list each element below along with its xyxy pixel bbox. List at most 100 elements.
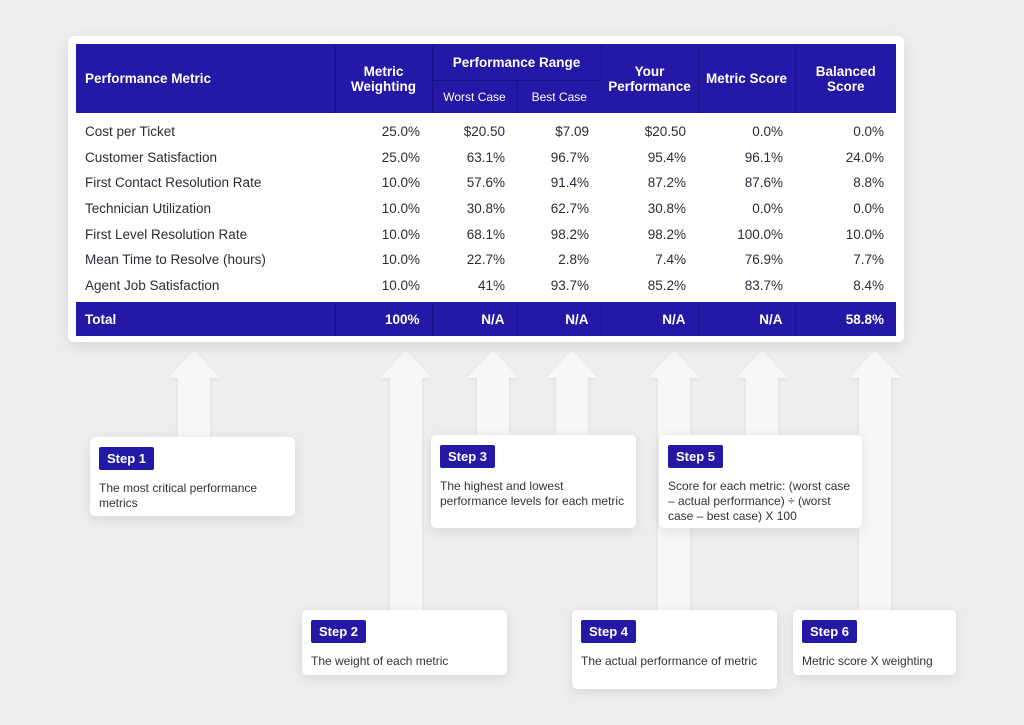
cell-your-performance: 7.4% [655,252,686,268]
total-best: N/A [517,302,602,337]
cell-metric-score: 83.7% [744,277,783,293]
header-worst-case: Worst Case [432,80,518,113]
score-table-card: Performance Metric Metric Weighting Perf… [68,36,904,342]
arrow-step-1 [168,350,220,437]
header-metric-score: Metric Score [698,44,796,113]
cell-balanced-score: 8.4% [853,277,884,293]
cell-worst-case: 68.1% [466,226,505,242]
step-4-box: Step 4 The actual performance of metric [572,610,777,689]
total-score: N/A [698,302,796,337]
cell-best-case: 98.2% [550,226,589,242]
step-3-box: Step 3 The highest and lowest performanc… [431,435,636,528]
cell-your-performance: 95.4% [647,149,686,165]
table-row: Cost per Ticket 25.0% $20.50 $7.09 $20.50 0.0… [76,113,896,145]
step-4-text: The actual performance of metric [581,654,758,668]
cell-worst-case: 22.7% [466,252,505,268]
cell-weighting: 25.0% [381,149,420,165]
table-row: Customer Satisfaction 25.0% 63.1% 96.7% 95.4… [76,145,896,171]
cell-metric-score: 0.0% [752,201,783,217]
step-5-badge: Step 5 [668,445,724,468]
header-performance-range: Performance Range [432,44,602,81]
step-3-badge: Step 3 [440,445,496,468]
cell-best-case: $7.09 [555,124,589,140]
cell-balanced-score: 8.8% [853,175,884,191]
cell-balanced-score: 0.0% [853,201,884,217]
header-performance-metric: Performance Metric [76,44,336,113]
performance-table: Performance Metric Metric Weighting Perf… [76,44,896,337]
cell-worst-case: 30.8% [466,201,505,217]
table-row: First Level Resolution Rate 10.0% 68.1% 98.… [76,221,896,247]
cell-worst-case: 63.1% [466,149,505,165]
step-6-badge: Step 6 [802,620,858,643]
cell-metric-score: 0.0% [752,124,783,140]
step-6-box: Step 6 Metric score X weighting [793,610,956,675]
step-1-text: The most critical performance metrics [99,481,258,510]
step-5-box: Step 5 Score for each metric: (worst cas… [659,435,862,528]
cell-worst-case: 41% [477,277,505,293]
table-row: Technician Utilization 10.0% 30.8% 62.7% 30.… [76,196,896,222]
cell-weighting: 10.0% [381,201,420,217]
step-3-text: The highest and lowest performance level… [440,479,625,508]
arrow-step-3b [546,350,598,435]
total-row: Total 100% N/A N/A N/A N/A 58.8% [76,302,896,337]
cell-best-case: 91.4% [550,175,589,191]
cell-weighting: 10.0% [381,277,420,293]
cell-best-case: 93.7% [550,277,589,293]
header-best-case: Best Case [517,80,601,113]
cell-worst-case: 57.6% [466,175,505,191]
cell-best-case: 2.8% [558,252,589,268]
cell-balanced-score: 0.0% [853,124,884,140]
step-2-badge: Step 2 [311,620,367,643]
total-worst: N/A [432,302,518,337]
cell-metric-name: Customer Satisfaction [85,149,218,165]
total-weighting: 100% [335,302,433,337]
table-row: Mean Time to Resolve (hours) 10.0% 22.7% 2.… [76,247,896,273]
cell-your-performance: 85.2% [647,277,686,293]
cell-your-performance: 98.2% [647,226,686,242]
total-balanced: 58.8% [795,302,896,337]
total-label: Total [76,302,336,337]
cell-your-performance: $20.50 [644,124,686,140]
cell-metric-name: Cost per Ticket [85,124,176,140]
arrow-step-6 [849,350,901,610]
cell-best-case: 62.7% [550,201,589,217]
cell-your-performance: 30.8% [647,201,686,217]
header-your-performance: Your Performance [601,44,699,113]
cell-metric-name: Technician Utilization [85,201,212,217]
cell-weighting: 10.0% [381,226,420,242]
cell-balanced-score: 7.7% [853,252,884,268]
cell-balanced-score: 10.0% [845,226,884,242]
table-row: First Contact Resolution Rate 10.0% 57.6% 9… [76,170,896,196]
arrow-step-2 [380,350,432,610]
cell-your-performance: 87.2% [647,175,686,191]
arrow-step-3a [467,350,519,435]
cell-metric-name: First Contact Resolution Rate [85,175,262,191]
cell-best-case: 96.7% [550,149,589,165]
cell-metric-score: 87.6% [744,175,783,191]
cell-metric-score: 96.1% [744,149,783,165]
cell-metric-name: Mean Time to Resolve (hours) [85,252,266,268]
cell-metric-score: 76.9% [744,252,783,268]
header-metric-weighting: Metric Weighting [335,44,433,113]
cell-metric-score: 100.0% [737,226,783,242]
cell-weighting: 10.0% [381,252,420,268]
step-1-box: Step 1 The most critical performance met… [90,437,295,516]
table-row: Agent Job Satisfaction 10.0% 41% 93.7% 85.2%… [76,273,896,303]
table-body: Cost per Ticket 25.0% $20.50 $7.09 $20.50 0.0… [76,113,896,302]
step-2-box: Step 2 The weight of each metric [302,610,507,675]
cell-weighting: 25.0% [381,124,420,140]
step-1-badge: Step 1 [99,447,155,470]
step-5-text: Score for each metric: (worst case – act… [668,479,851,523]
step-6-text: Metric score X weighting [802,654,933,668]
cell-worst-case: $20.50 [463,124,505,140]
cell-balanced-score: 24.0% [845,149,884,165]
step-2-text: The weight of each metric [311,654,449,668]
arrow-step-5 [736,350,788,435]
cell-metric-name: First Level Resolution Rate [85,226,248,242]
total-your: N/A [601,302,699,337]
cell-weighting: 10.0% [381,175,420,191]
header-balanced-score: Balanced Score [795,44,896,113]
cell-metric-name: Agent Job Satisfaction [85,277,220,293]
step-4-badge: Step 4 [581,620,637,643]
